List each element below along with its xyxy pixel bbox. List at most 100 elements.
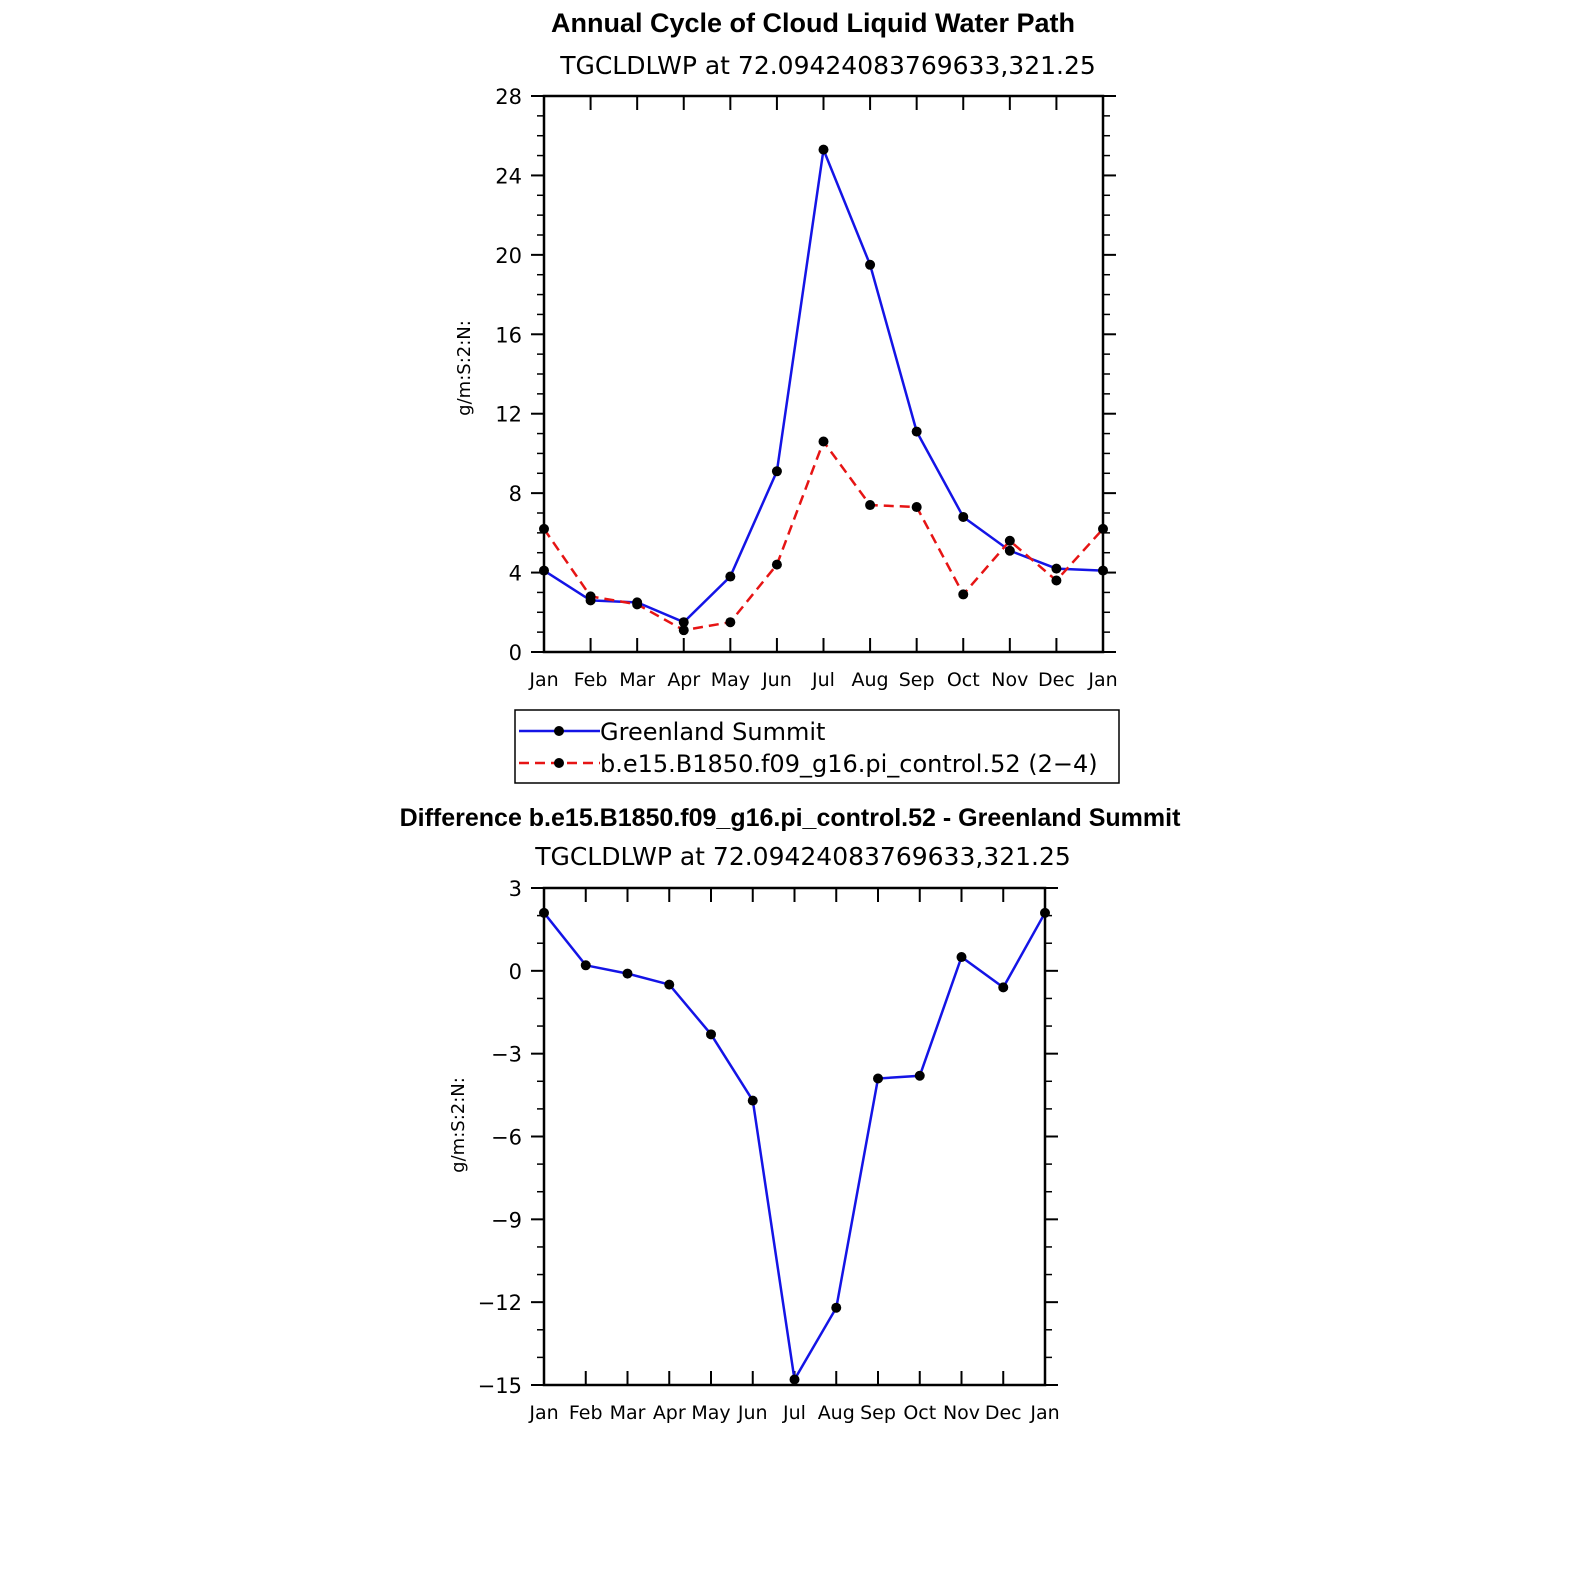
x-tick-label: Oct <box>903 1402 936 1424</box>
data-point <box>706 1029 716 1040</box>
data-point <box>678 625 689 636</box>
series-line-1 <box>542 438 1104 632</box>
y-axis-label: g/m:S:2:N: <box>448 1077 469 1173</box>
y-tick-label: −3 <box>491 1043 522 1067</box>
legend-marker-pi-control <box>554 758 564 768</box>
x-tick-label: Aug <box>818 1402 855 1424</box>
x-tick-label: Jun <box>737 1402 768 1424</box>
x-tick-label: Jan <box>1029 1402 1059 1424</box>
data-point <box>725 571 736 582</box>
y-tick-label: −15 <box>478 1374 522 1398</box>
series-line-0 <box>543 144 1104 624</box>
x-tick-label: Jan <box>528 669 558 691</box>
x-tick-label: Dec <box>985 1402 1022 1424</box>
data-point <box>865 500 876 511</box>
x-tick-label: Nov <box>991 669 1028 691</box>
data-point <box>998 982 1009 993</box>
y-axis-label: g/m:S:2:N: <box>454 320 475 416</box>
x-tick-label: May <box>691 1402 730 1424</box>
legend-label-greenland-summit: Greenland Summit <box>600 718 825 746</box>
series-layer <box>539 907 1050 1385</box>
x-tick-label: Aug <box>852 669 889 691</box>
x-tick-label: Feb <box>574 669 608 691</box>
y-tick-label: 0 <box>509 641 522 665</box>
data-point <box>1004 545 1015 556</box>
data-point <box>1051 575 1062 586</box>
x-tick-label: Jun <box>761 669 792 691</box>
y-tick-label: 20 <box>495 244 522 268</box>
legend-marker-greenland-summit <box>554 726 564 736</box>
data-point <box>914 1070 925 1081</box>
legend-box <box>514 709 1120 784</box>
series-line-0 <box>543 912 1047 1384</box>
chart-title: Annual Cycle of Cloud Liquid Water Path <box>551 8 1075 38</box>
data-point <box>678 617 689 628</box>
x-tick-label: Feb <box>569 1402 603 1424</box>
legend: Greenland Summit b.e15.B1850.f09_g16.pi_… <box>514 709 1120 784</box>
x-tick-label: Jul <box>811 669 835 691</box>
data-point <box>911 426 922 437</box>
data-point <box>580 960 591 971</box>
data-point <box>539 523 549 534</box>
x-tick-label: May <box>711 669 750 691</box>
data-point <box>1051 563 1062 574</box>
data-point <box>831 1302 842 1313</box>
y-tick-label: 28 <box>495 85 522 109</box>
data-point <box>958 589 969 600</box>
x-tick-label: Apr <box>667 669 700 691</box>
data-point <box>771 466 782 477</box>
data-point <box>956 952 967 963</box>
data-point <box>873 1073 883 1084</box>
x-tick-label: Oct <box>947 669 980 691</box>
x-tick-label: Jan <box>1087 669 1117 691</box>
data-point <box>771 559 782 570</box>
x-tick-label: Apr <box>653 1402 686 1424</box>
data-point <box>789 1374 800 1385</box>
data-point <box>818 436 829 447</box>
chart-title: Difference b.e15.B1850.f09_g16.pi_contro… <box>400 804 1182 832</box>
x-tick-label: Mar <box>619 669 655 691</box>
chart-subtitle: TGCLDLWP at 72.09424083769633,321.25 <box>559 51 1096 80</box>
data-point <box>725 617 736 628</box>
x-tick-label: Jan <box>528 1402 558 1424</box>
y-tick-label: 8 <box>509 482 522 506</box>
y-tick-label: 3 <box>509 877 522 901</box>
x-tick-label: Mar <box>610 1402 646 1424</box>
data-point <box>818 144 829 155</box>
data-point <box>958 511 969 522</box>
data-point <box>1004 535 1015 546</box>
data-point <box>865 259 876 270</box>
data-point <box>1098 523 1108 534</box>
y-tick-label: 12 <box>495 403 522 427</box>
axes: Jan Feb Mar Apr May Jun Jul Aug Sep Oct Nov Dec Jan 0… <box>495 85 1117 691</box>
data-point <box>664 979 675 990</box>
x-tick-label: Dec <box>1038 669 1075 691</box>
y-tick-label: −12 <box>478 1291 522 1315</box>
data-point <box>622 968 633 979</box>
y-tick-label: 0 <box>509 960 522 984</box>
y-tick-label: −9 <box>491 1208 522 1232</box>
x-tick-label: Jul <box>782 1402 806 1424</box>
data-point <box>747 1095 758 1106</box>
x-tick-label: Sep <box>899 669 935 691</box>
x-tick-label: Sep <box>860 1402 896 1424</box>
annual-cycle-chart: Annual Cycle of Cloud Liquid Water Path … <box>454 8 1120 784</box>
y-tick-label: 16 <box>495 323 522 347</box>
plot-frame <box>542 94 1105 654</box>
legend-label-pi-control: b.e15.B1850.f09_g16.pi_control.52 (2−4) <box>600 750 1098 778</box>
y-tick-label: 4 <box>509 562 522 586</box>
x-tick-label: Nov <box>943 1402 980 1424</box>
data-point <box>539 907 549 918</box>
data-point <box>911 502 922 513</box>
axes: Jan Feb Mar Apr May Jun Jul Aug Sep Oct Nov Dec Jan−… <box>478 877 1060 1424</box>
series-layer <box>539 144 1108 636</box>
data-point <box>1098 565 1108 576</box>
y-tick-label: 24 <box>495 164 522 188</box>
data-point <box>585 591 596 602</box>
data-point <box>539 565 549 576</box>
data-point <box>632 599 643 610</box>
y-tick-label: −6 <box>491 1126 522 1150</box>
difference-chart: Difference b.e15.B1850.f09_g16.pi_contro… <box>400 804 1182 1424</box>
chart-subtitle: TGCLDLWP at 72.09424083769633,321.25 <box>534 842 1071 871</box>
